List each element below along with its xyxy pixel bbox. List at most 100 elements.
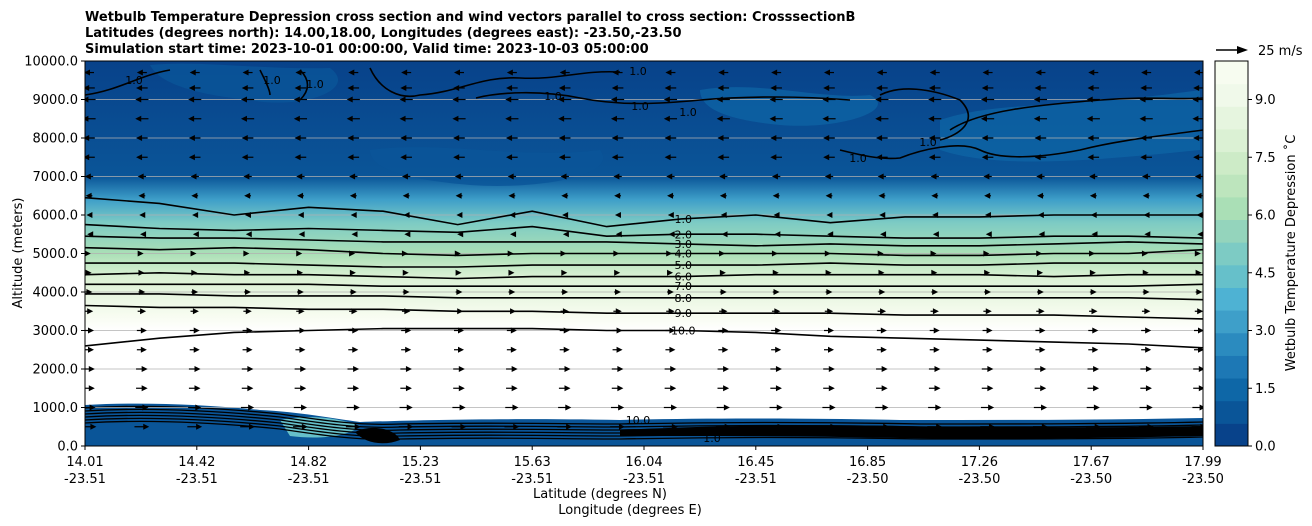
wind-vector-arrowhead-icon [876, 84, 883, 91]
wind-vector-arrowhead-icon [453, 154, 460, 161]
wind-vector-arrowhead-icon [1196, 212, 1203, 218]
wind-vector-arrowhead-icon [85, 154, 90, 161]
wind-vector-arrowhead-icon [402, 192, 409, 199]
wind-vector-arrowhead-icon [401, 69, 408, 76]
x-tick-label-lon: -23.50 [1182, 472, 1224, 487]
wind-vector-arrowhead-icon [932, 212, 939, 218]
x-tick-label-lon: -23.51 [288, 472, 330, 487]
wind-vector-arrowhead-icon [830, 423, 837, 430]
wind-vector-arrowhead-icon [723, 385, 730, 392]
wind-vector-arrowhead-icon [667, 212, 674, 218]
colorbar-tick-label: 1.5 [1255, 382, 1276, 397]
contour-line-10.0 [85, 327, 1203, 349]
wind-vector-arrowhead-icon [404, 231, 411, 238]
x-tick-label-lon: -23.51 [511, 472, 553, 487]
wind-vector-arrowhead-icon [244, 269, 251, 276]
wind-vector-arrowhead-icon [824, 173, 831, 180]
wind-vector-arrowhead-icon [1145, 346, 1152, 353]
wind-vector-arrowhead-icon [1093, 366, 1100, 372]
wind-vector-arrowhead-icon [558, 96, 565, 103]
wind-vector-arrowhead-icon [560, 250, 567, 257]
wind-vector-arrowhead-icon [350, 289, 357, 295]
x-tick-label-lon: -23.50 [1070, 472, 1112, 487]
wind-vector-arrowhead-icon [350, 212, 357, 218]
wind-vector-arrowhead-icon [720, 212, 727, 218]
colorbar-segment [1215, 174, 1248, 198]
wind-vector-arrowhead-icon [136, 154, 143, 161]
wind-vector-arrowhead-icon [349, 250, 356, 257]
wind-vector-arrowhead-icon [878, 269, 885, 276]
wind-vector-arrowhead-icon [717, 135, 724, 141]
wind-key-label: 25 m/s [1258, 44, 1303, 59]
wind-vector-arrowhead-icon [610, 96, 617, 103]
wind-vector-arrowhead-icon [352, 346, 359, 353]
contour-label-extra: 1.0 [544, 90, 562, 103]
wind-vector-arrowhead-icon [403, 289, 410, 295]
wind-vector-arrowhead-icon [876, 154, 883, 161]
wind-vector-arrowhead-icon [562, 212, 569, 218]
contour-label-extra: 1.0 [263, 74, 281, 87]
wind-vector-arrowhead-icon [136, 84, 143, 91]
wind-vector-arrowhead-icon [404, 308, 411, 315]
y-tick-label: 3000.0 [33, 324, 79, 339]
colorbar-tick-label: 3.0 [1255, 324, 1276, 339]
wind-vector-arrowhead-icon [137, 250, 144, 257]
wind-vector-arrowhead-icon [1145, 385, 1152, 392]
wind-vector-arrowhead-icon [617, 366, 624, 372]
colorbar-segment [1215, 83, 1248, 107]
wind-vector-arrowhead-icon [140, 231, 147, 238]
contour-line-6.0 [85, 271, 1203, 280]
wind-vector-arrowhead-icon [1040, 366, 1047, 372]
wind-vector-arrowhead-icon [984, 289, 991, 295]
wind-vector-arrowhead-icon [982, 69, 989, 76]
wind-vector-arrowhead-icon [453, 135, 460, 141]
wind-vector-arrowhead-icon [85, 250, 91, 257]
colorbar-segment [1215, 61, 1248, 85]
wind-vector-arrowhead-icon [1143, 212, 1150, 218]
wind-vector-arrowhead-icon [770, 84, 777, 91]
wind-vector-arrowhead-icon [668, 231, 675, 238]
wind-vector-arrowhead-icon [88, 327, 94, 334]
wind-vector-arrowhead-icon [880, 346, 887, 353]
y-tick-label: 4000.0 [33, 286, 79, 301]
wind-vector-arrowhead-icon [933, 346, 940, 353]
wind-vector-arrowhead-icon [506, 154, 513, 161]
wind-vector-arrowhead-icon [192, 231, 199, 238]
x-tick-label-lon: -23.51 [735, 472, 777, 487]
wind-vector-arrowhead-icon [135, 115, 142, 122]
wind-vector-arrowhead-icon [720, 289, 727, 295]
wind-vector-arrowhead-icon [85, 192, 92, 199]
wind-vector-arrowhead-icon [243, 250, 250, 257]
wind-vector-arrowhead-icon [86, 212, 93, 218]
wind-vector-arrowhead-icon [136, 135, 143, 141]
contour-label-8.0: 8.0 [675, 292, 693, 305]
wind-vector-arrowhead-icon [1038, 308, 1045, 315]
wind-vector-arrowhead-icon [1193, 84, 1200, 91]
wind-vector-arrowhead-icon [615, 231, 622, 238]
wind-vector-arrowhead-icon [1144, 308, 1151, 315]
y-tick-label: 10000.0 [24, 55, 78, 70]
wind-vector-arrowhead-icon [510, 231, 517, 238]
wind-vector-arrowhead-icon [614, 212, 621, 218]
wind-vector-arrowhead-icon [930, 250, 937, 257]
contour-line-8.0 [85, 293, 1203, 301]
wind-vector-arrowhead-icon [981, 154, 988, 161]
colorbar-label: Wetbulb Temperature Depression ˚C [1283, 135, 1299, 372]
wind-vector-arrowhead-icon [928, 84, 935, 91]
colorbar-tick-label: 6.0 [1255, 209, 1276, 224]
wind-vector-arrowhead-icon [246, 327, 253, 334]
colorbar-segment [1215, 332, 1248, 356]
wind-vector-arrowhead-icon [611, 135, 618, 141]
wind-vector-arrowhead-icon [138, 269, 145, 276]
wind-vector-arrowhead-icon [1145, 327, 1152, 334]
x-tick-label-lat: 17.26 [961, 455, 998, 470]
wind-vector-arrowhead-icon [1192, 96, 1199, 103]
wind-vector-arrowhead-icon [300, 366, 307, 372]
wind-vector-arrowhead-icon [188, 154, 195, 161]
wind-vector-arrowhead-icon [771, 250, 778, 257]
wind-vector-arrowhead-icon [987, 385, 994, 392]
upper-patch [940, 90, 1200, 162]
y-tick-label: 5000.0 [33, 247, 79, 262]
wind-vector-arrowhead-icon [558, 135, 565, 141]
colorbar-segment [1215, 106, 1248, 130]
